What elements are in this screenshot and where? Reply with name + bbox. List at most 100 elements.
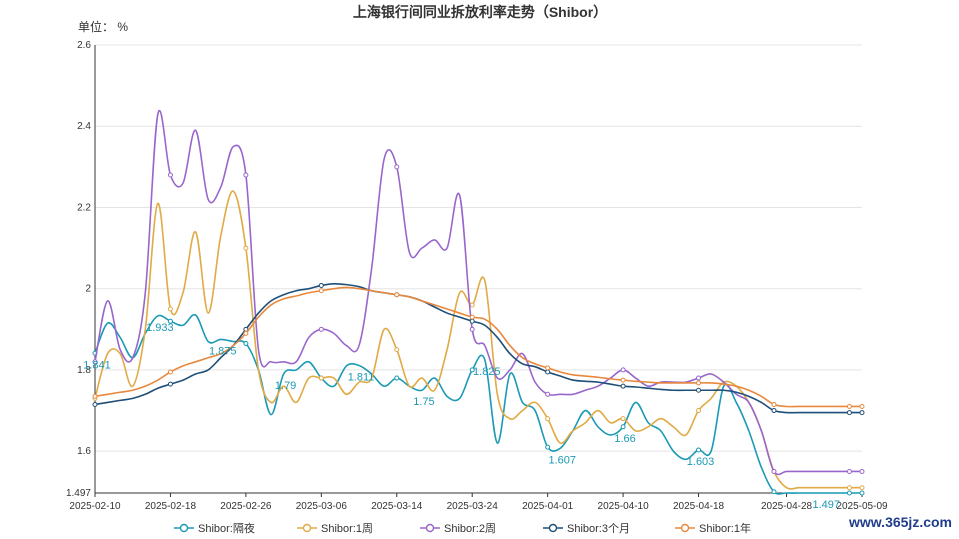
series-line-3: [94, 283, 862, 414]
series-point: [771, 408, 777, 414]
series-point: [469, 318, 475, 324]
y-tick-label: 2.2: [77, 202, 91, 213]
series-point: [167, 306, 173, 312]
series-point: [92, 401, 98, 407]
series-point: [469, 314, 475, 320]
series-point: [469, 367, 475, 373]
series-point: [846, 485, 852, 491]
legend-label: Shibor:3个月: [567, 522, 630, 535]
legend-item-2[interactable]: Shibor:2周: [420, 522, 496, 535]
legend-marker: [302, 523, 312, 533]
series-point: [167, 172, 173, 178]
legend-item-3[interactable]: Shibor:3个月: [543, 522, 630, 535]
series-point: [846, 468, 852, 474]
series-point: [696, 387, 702, 393]
series-point: [394, 375, 400, 381]
series-point: [318, 282, 324, 288]
series-point: [545, 391, 551, 397]
series-point: [545, 444, 551, 450]
series-point: [620, 377, 626, 383]
series-point: [771, 401, 777, 407]
series-point: [243, 245, 249, 251]
series-point: [167, 369, 173, 375]
series-point: [846, 490, 852, 496]
legend-item-4[interactable]: Shibor:1年: [675, 521, 751, 535]
data-label: 1.603: [687, 456, 715, 468]
x-tick-label: 2025-04-01: [522, 501, 574, 512]
series-line-4: [94, 286, 862, 408]
y-tick-label: 2.6: [77, 40, 91, 51]
data-label: 1.933: [146, 322, 174, 334]
series-point: [620, 367, 626, 373]
series-point: [318, 288, 324, 294]
x-tick-label: 2025-03-24: [447, 501, 499, 512]
series-point: [545, 416, 551, 422]
series-point: [620, 424, 626, 430]
series-point: [394, 164, 400, 170]
data-label: 1.66: [614, 433, 635, 445]
y-axis: 1.497 1.6 1.8 2 2.2 2.4 2.6: [66, 40, 96, 499]
series-point: [167, 318, 173, 324]
x-tick-label: 2025-02-18: [145, 501, 197, 512]
legend-label: Shibor:2周: [444, 522, 496, 535]
y-tick-label: 2: [85, 284, 91, 295]
y-tick-label: 1.8: [77, 365, 91, 376]
series-point: [243, 330, 249, 336]
series-point: [92, 393, 98, 399]
legend[interactable]: Shibor:隔夜 Shibor:1周 Shibor:2周 Shibor:3个月 Shi…: [174, 521, 751, 535]
watermark: www.365jz.com: [848, 514, 952, 530]
series-point: [243, 341, 249, 347]
legend-marker: [425, 523, 435, 533]
series-point: [696, 380, 702, 386]
series-point: [394, 292, 400, 298]
x-tick-label: 2025-03-14: [371, 501, 423, 512]
legend-label: Shibor:隔夜: [198, 521, 255, 535]
legend-label: Shibor:1年: [699, 521, 751, 535]
series-point: [318, 375, 324, 381]
series-point: [167, 381, 173, 387]
series-lines: [92, 109, 865, 496]
series-point: [859, 468, 865, 474]
y-tick-label: 1.6: [77, 446, 91, 457]
series-point: [545, 365, 551, 371]
data-label: 1.497: [813, 499, 841, 511]
series-point: [696, 447, 702, 453]
data-label: 1.875: [209, 345, 237, 357]
series-point: [620, 416, 626, 422]
legend-marker: [548, 523, 558, 533]
x-tick-label: 2025-04-18: [673, 501, 725, 512]
series-point: [696, 375, 702, 381]
series-point: [545, 369, 551, 375]
x-tick-label: 2025-05-09: [836, 501, 888, 512]
data-label: 1.79: [275, 380, 296, 392]
y-tick-label: 1.497: [66, 488, 91, 499]
series-line-1: [94, 190, 862, 490]
series-point: [620, 383, 626, 389]
y-tick-label: 2.4: [77, 121, 91, 132]
series-line-0: [94, 313, 862, 495]
data-label: 1.607: [548, 454, 576, 466]
series-point: [469, 326, 475, 332]
series-point: [859, 403, 865, 409]
legend-marker: [680, 523, 690, 533]
series-point: [394, 347, 400, 353]
series-point: [859, 485, 865, 491]
x-axis: 2025-02-10 2025-02-18 2025-02-26 2025-03-06…: [69, 492, 888, 512]
series-point: [243, 172, 249, 178]
unit-label: 单位： %: [78, 19, 128, 34]
series-point: [92, 359, 98, 365]
series-point: [846, 410, 852, 416]
series-point: [846, 403, 852, 409]
grid-lines: [95, 44, 862, 494]
data-label: 1.75: [413, 396, 434, 408]
series-point: [771, 489, 777, 495]
series-point: [859, 410, 865, 416]
legend-item-1[interactable]: Shibor:1周: [297, 522, 373, 535]
x-tick-label: 2025-02-10: [69, 501, 121, 512]
legend-item-0[interactable]: Shibor:隔夜: [174, 521, 255, 535]
series-line-2: [94, 109, 862, 476]
legend-marker: [179, 523, 189, 533]
series-point: [771, 468, 777, 474]
x-tick-label: 2025-04-28: [761, 501, 813, 512]
